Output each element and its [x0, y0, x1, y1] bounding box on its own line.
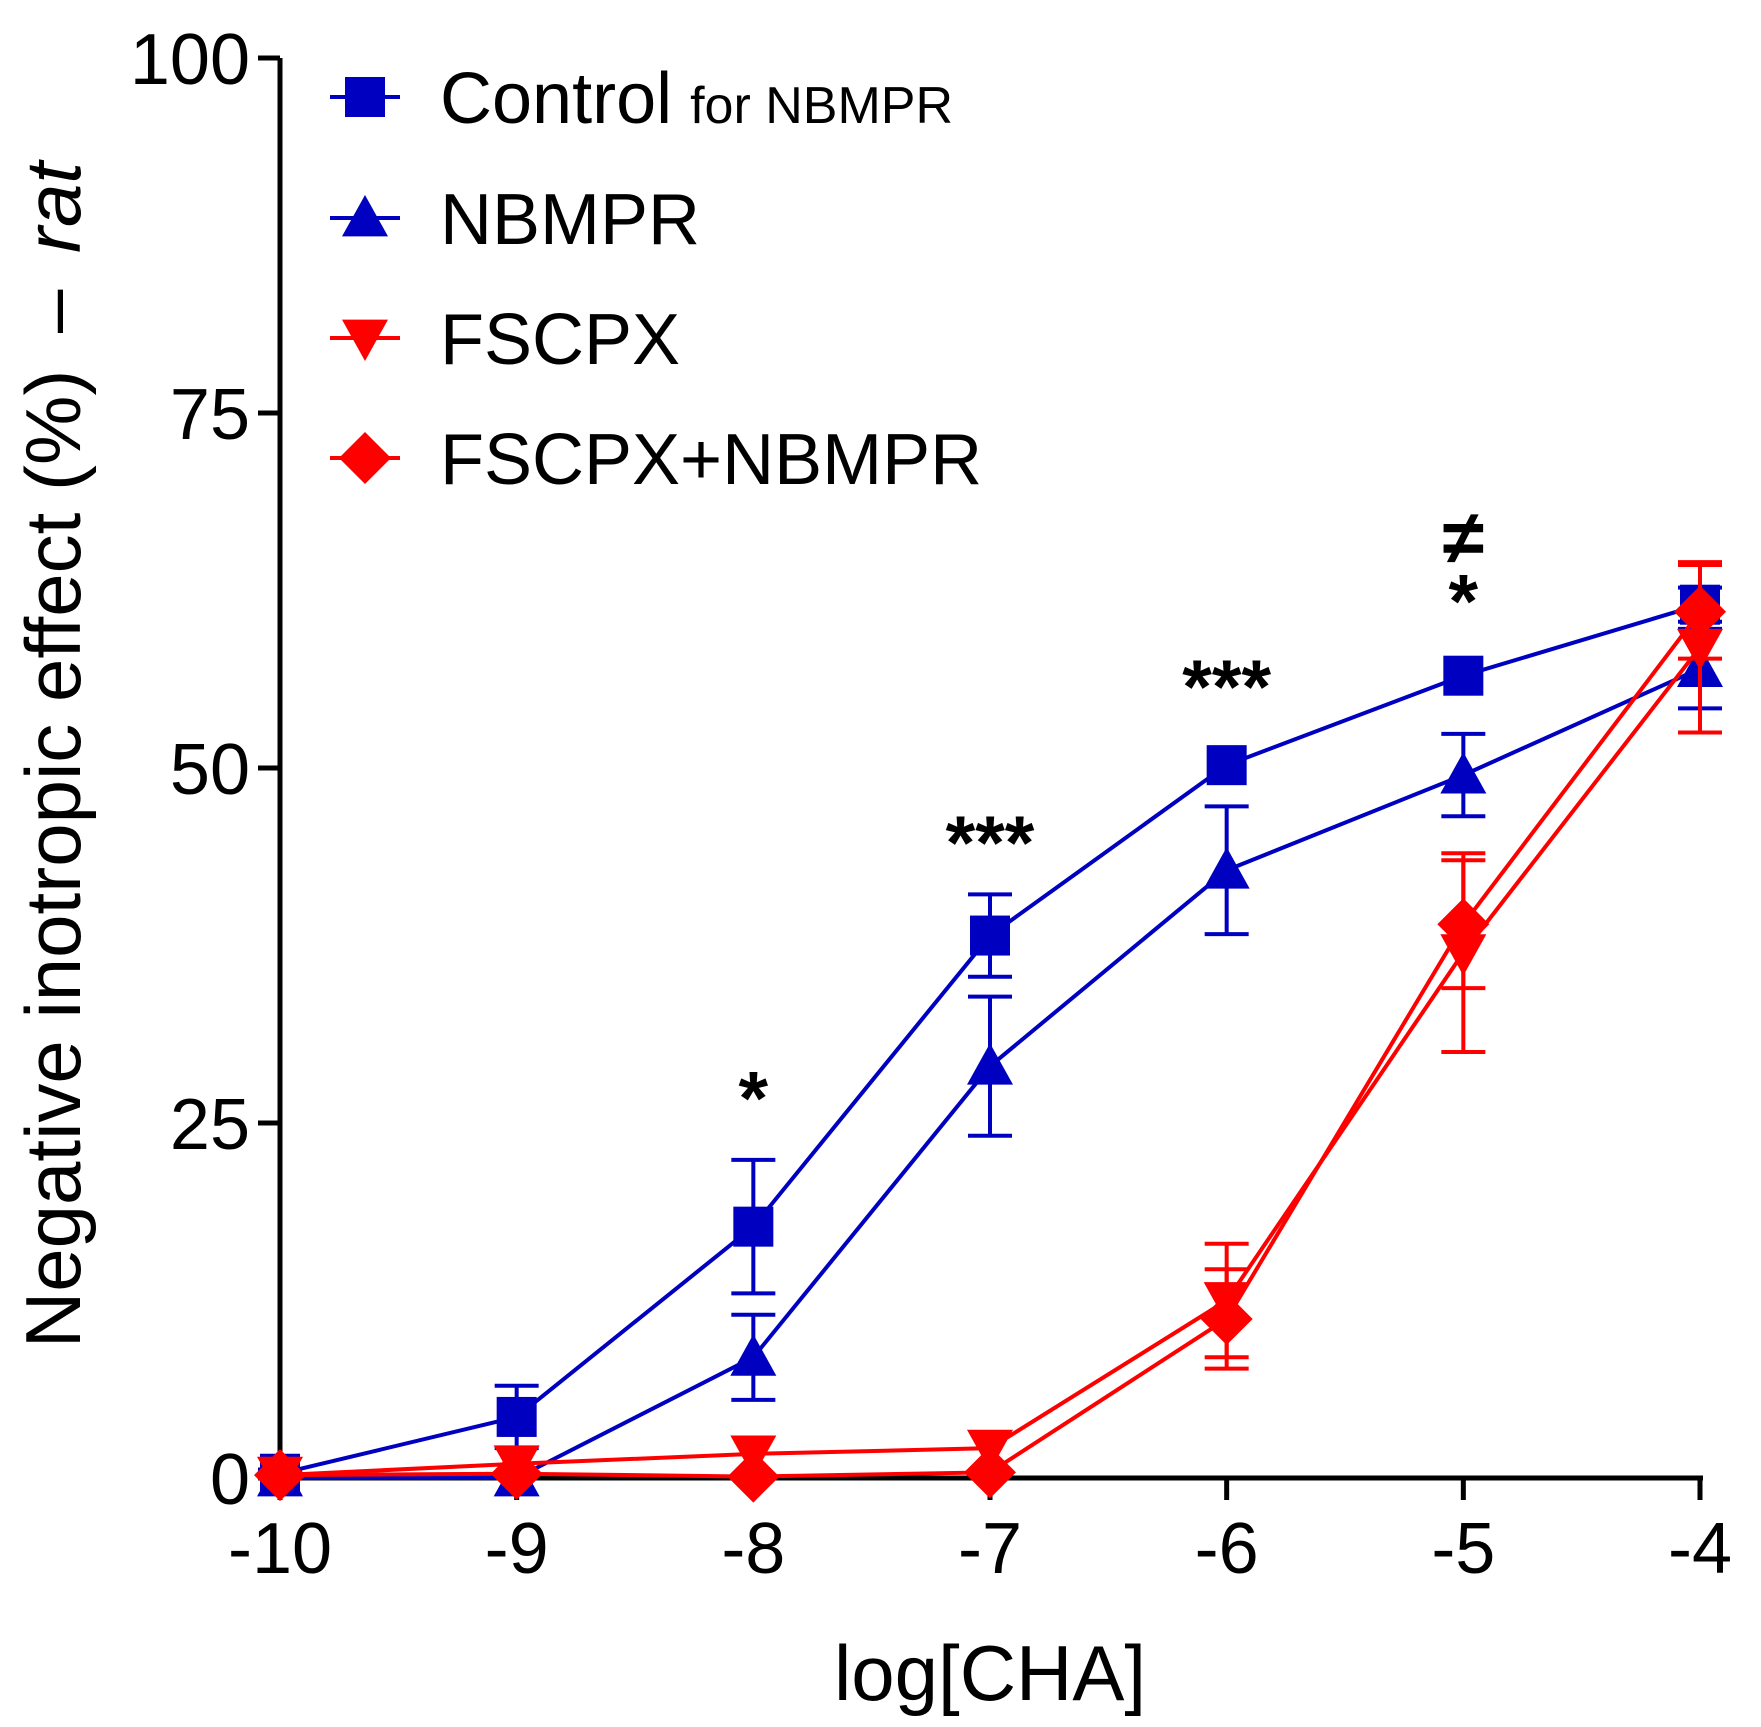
data-point	[733, 1206, 774, 1247]
legend-label: Control for NBMPR	[440, 59, 953, 139]
y-tick-label: 50	[170, 730, 250, 810]
x-axis-label: log[CHA]	[834, 1629, 1146, 1717]
data-point	[496, 1396, 537, 1437]
data-point	[967, 1043, 1013, 1085]
x-tick-label: -5	[1431, 1509, 1495, 1589]
legend-marker	[342, 195, 388, 237]
annotation-layer: ********≠	[739, 496, 1485, 1142]
y-axis-label: Negative inotropic effect (%) – rat	[9, 159, 97, 1348]
data-point	[1674, 585, 1726, 638]
legend-label-main: NBMPR	[440, 180, 700, 260]
legend-item: NBMPR	[330, 180, 700, 260]
data-point	[254, 1449, 306, 1502]
data-point	[1206, 745, 1247, 786]
data-point	[1437, 898, 1490, 951]
data-point	[970, 915, 1010, 956]
data-point	[490, 1447, 543, 1500]
x-tick-label: -8	[721, 1509, 785, 1589]
significance-annotation: ***	[1182, 645, 1271, 730]
x-tick-label: -6	[1195, 1509, 1259, 1589]
data-point	[1203, 847, 1250, 889]
y-tick-label: 100	[130, 20, 250, 100]
data-point	[964, 1446, 1016, 1499]
legend-marker	[345, 77, 385, 117]
legend-label-main: Control	[440, 59, 672, 139]
significance-annotation: ***	[946, 801, 1035, 886]
y-axis-label-main: Negative inotropic effect (%)	[9, 370, 97, 1348]
x-tick-label: -9	[485, 1509, 549, 1589]
data-point	[730, 1334, 777, 1376]
legend: Control for NBMPR NBMPR FSCPX FSCPX+NBMPR	[330, 59, 982, 500]
y-tick-label: 25	[170, 1085, 250, 1165]
data-point	[727, 1450, 780, 1503]
series-fscpx-nbmpr	[254, 562, 1726, 1503]
legend-item: FSCPX+NBMPR	[330, 420, 982, 500]
legend-label: NBMPR	[440, 180, 700, 260]
legend-item: Control for NBMPR	[330, 59, 953, 139]
significance-annotation: *	[739, 1057, 769, 1142]
legend-marker	[342, 319, 388, 361]
series-layer	[254, 560, 1726, 1503]
data-point	[1443, 655, 1484, 696]
data-point	[1200, 1292, 1253, 1345]
x-tick-label: -4	[1668, 1509, 1732, 1589]
axes: 0 25 50 75 100 -10 -9 -8 -7 -6 -5 -4	[130, 20, 1732, 1589]
x-tick-label: -7	[958, 1509, 1022, 1589]
y-axis-label-dash: –	[9, 289, 97, 333]
legend-item: FSCPX	[330, 300, 680, 380]
legend-label-main: FSCPX	[440, 300, 680, 380]
legend-label-main: FSCPX+NBMPR	[440, 420, 982, 500]
x-tick-label: -10	[228, 1509, 332, 1589]
series-nbmpr	[257, 626, 1723, 1497]
legend-marker	[339, 432, 391, 484]
legend-label: FSCPX	[440, 300, 680, 380]
y-axis-label-suffix: rat	[9, 159, 97, 253]
y-tick-label: 0	[210, 1440, 250, 1520]
significance-annotation: ≠	[1442, 496, 1484, 581]
legend-label: FSCPX+NBMPR	[440, 420, 982, 500]
y-tick-label: 75	[170, 375, 250, 455]
legend-label-suffix: for NBMPR	[690, 77, 953, 135]
significance-annotation: *	[1449, 560, 1479, 645]
data-point	[1440, 752, 1487, 794]
